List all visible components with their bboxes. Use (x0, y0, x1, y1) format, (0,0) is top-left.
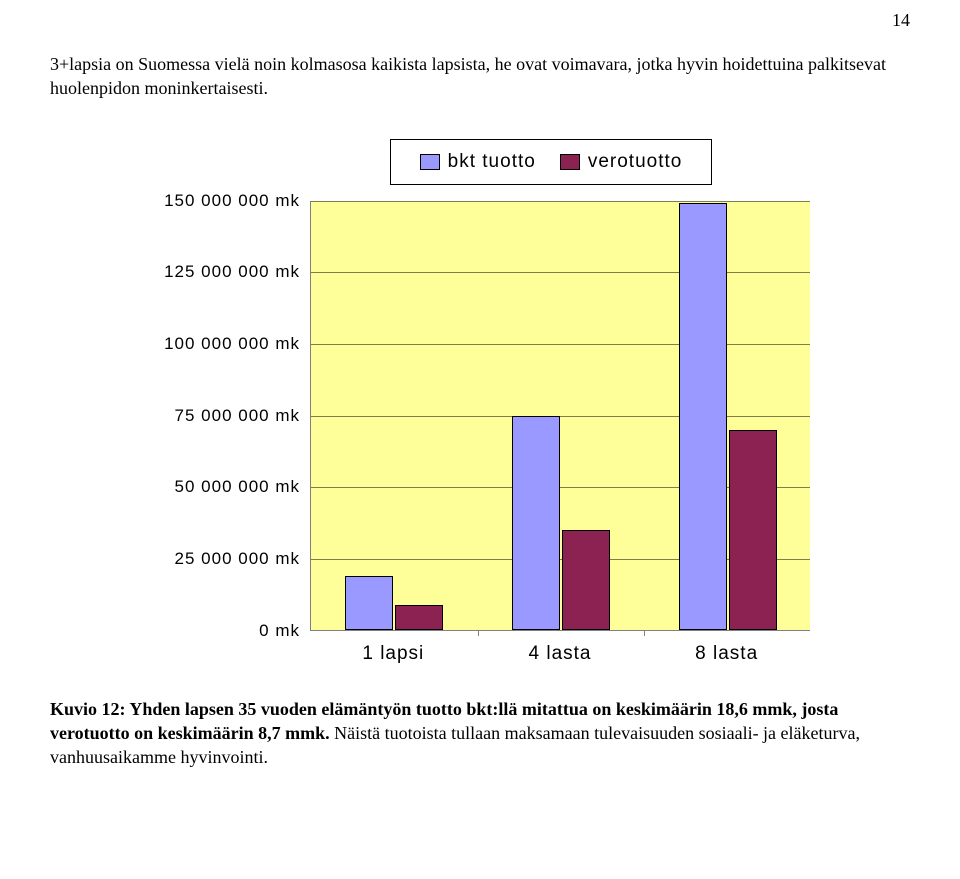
legend-item-vero: verotuotto (560, 151, 683, 173)
x-tick-label: 1 lapsi (313, 643, 473, 665)
legend-swatch-bkt (420, 154, 440, 170)
legend-item-bkt: bkt tuotto (420, 151, 536, 173)
y-tick-label: 75 000 000 mk (120, 406, 300, 426)
bar-bkt (512, 416, 560, 629)
bar-vero (729, 430, 777, 630)
y-tick-label: 25 000 000 mk (120, 549, 300, 569)
caption: Kuvio 12: Yhden lapsen 35 vuoden elämänt… (50, 697, 910, 770)
y-tick-label: 0 mk (120, 621, 300, 641)
page: 14 3+lapsia on Suomessa vielä noin kolma… (0, 0, 960, 879)
legend: bkt tuotto verotuotto (390, 139, 712, 185)
bar-vero (395, 605, 443, 630)
y-tick-label: 125 000 000 mk (120, 262, 300, 282)
y-tick-label: 50 000 000 mk (120, 477, 300, 497)
x-tick-label: 4 lasta (480, 643, 640, 665)
page-number: 14 (892, 10, 910, 31)
chart-frame: bkt tuotto verotuotto 0 mk 25 000 000 mk 5… (120, 121, 840, 673)
legend-label-vero: verotuotto (588, 151, 683, 173)
x-tick (644, 630, 645, 636)
legend-swatch-vero (560, 154, 580, 170)
intro-paragraph: 3+lapsia on Suomessa vielä noin kolmasos… (50, 52, 910, 101)
x-tick (478, 630, 479, 636)
plot-area (310, 201, 810, 631)
y-tick-label: 150 000 000 mk (120, 191, 300, 211)
x-tick-label: 8 lasta (647, 643, 807, 665)
bar-vero (562, 530, 610, 630)
bar-bkt (679, 203, 727, 630)
bar-bkt (345, 576, 393, 629)
y-tick-label: 100 000 000 mk (120, 334, 300, 354)
bars-layer (311, 201, 810, 630)
legend-label-bkt: bkt tuotto (448, 151, 536, 173)
